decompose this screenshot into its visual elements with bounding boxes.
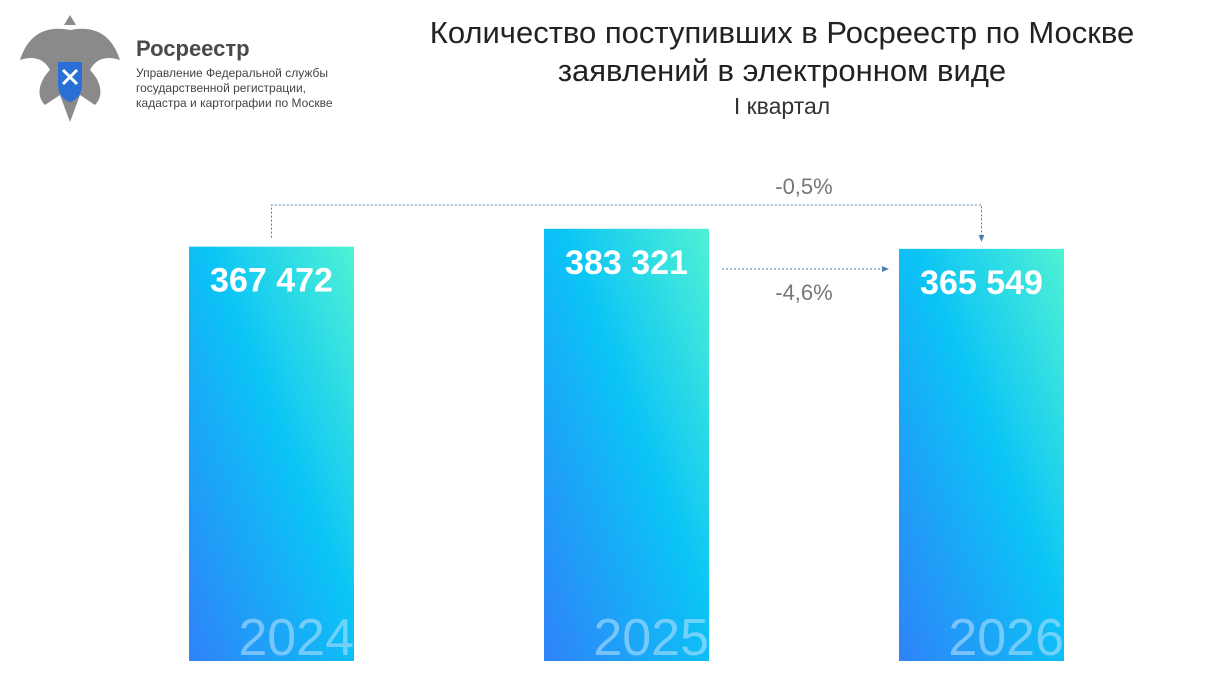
x-tick-label: 2025 — [593, 609, 709, 667]
x-tick-label: 2026 — [948, 609, 1064, 667]
bar — [189, 246, 354, 661]
annotation: -0,5% — [775, 174, 832, 199]
value-label: 367 472 — [210, 262, 333, 300]
bar — [544, 228, 709, 661]
x-tick-label: 2024 — [238, 609, 354, 667]
value-label: 383 321 — [565, 244, 688, 282]
emblem — [20, 15, 120, 122]
annotation: -4,6% — [775, 280, 832, 305]
bar — [899, 248, 1064, 661]
logo-line: государственной регистрации, — [136, 81, 306, 95]
chart-subtitle: I квартал — [733, 93, 831, 119]
logo-name: Росреестр — [136, 36, 250, 61]
logo-line: кадастра и картографии по Москве — [136, 96, 333, 110]
logo-subtitle: Управление Федеральной службы государств… — [136, 66, 333, 111]
value-label: 365 549 — [920, 264, 1043, 302]
chart-title: Количество поступивших в Росреестр по Мо… — [429, 15, 1135, 88]
arrow — [271, 204, 985, 242]
logo-line: Управление Федеральной службы — [136, 66, 328, 80]
